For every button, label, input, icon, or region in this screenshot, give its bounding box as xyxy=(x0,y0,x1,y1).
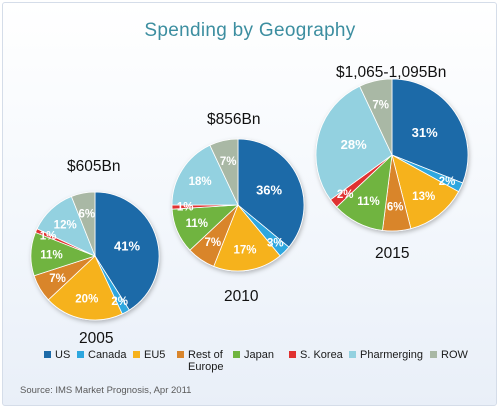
total-2010: $856Bn xyxy=(207,111,261,128)
slice-label-2010-us: 36% xyxy=(256,182,282,197)
legend-swatch-us xyxy=(44,351,51,358)
slice-2015-pharmerging xyxy=(315,85,393,201)
legend-swatch-pharmerging xyxy=(349,351,356,358)
slice-2010-pharmerging xyxy=(171,144,239,206)
slice-label-2005-pharmerging: 12% xyxy=(54,219,77,231)
legend-label-rest-of-europe: Rest of Europe xyxy=(188,349,224,373)
slice-label-2015-rest-of-europe: 6% xyxy=(387,202,404,214)
slice-label-2015-eu5: 13% xyxy=(412,191,435,203)
slice-2005-row xyxy=(70,191,96,257)
legend-swatch-canada xyxy=(77,351,84,358)
legend-item-japan: Japan xyxy=(233,349,274,361)
slice-label-2005-eu5: 20% xyxy=(75,294,98,306)
pie-2005 xyxy=(30,191,160,321)
slice-label-2015-japan: 11% xyxy=(357,196,379,208)
slice-label-2015-row: 7% xyxy=(372,100,389,112)
legend-label-eu5: EU5 xyxy=(144,349,166,361)
slice-label-2005-japan: 11% xyxy=(40,250,62,262)
slice-label-2010-pharmerging: 18% xyxy=(189,176,212,188)
legend-swatch-rest-of-europe xyxy=(177,351,184,358)
pie-2010 xyxy=(171,138,305,272)
slice-2010-row xyxy=(209,138,239,206)
slice-label-2005-us: 41% xyxy=(114,239,140,254)
legend-swatch-s-korea xyxy=(289,351,296,358)
year-2015: 2015 xyxy=(375,245,410,262)
slice-label-2005-s-korea: 1% xyxy=(40,231,57,243)
slice-2015-eu5 xyxy=(391,154,460,230)
slice-label-2010-eu5: 17% xyxy=(233,244,256,256)
legend-item-us: US xyxy=(44,349,70,361)
total-2005: $605Bn xyxy=(67,158,121,175)
pie-2015 xyxy=(315,78,469,232)
slice-label-2010-row: 7% xyxy=(220,156,237,168)
chart-title: Spending by Geography xyxy=(144,20,356,41)
legend-item-eu5: EU5 xyxy=(133,349,165,361)
legend-label-canada: Canada xyxy=(88,349,127,361)
year-2010: 2010 xyxy=(224,288,259,305)
slice-label-2005-canada: 2% xyxy=(111,296,128,308)
legend-label-us: US xyxy=(55,349,71,361)
slice-label-2015-s-korea: 2% xyxy=(337,189,354,201)
slice-label-2015-us: 31% xyxy=(412,125,438,140)
slice-2015-us xyxy=(391,78,469,184)
legend-label-japan: Japan xyxy=(244,349,274,361)
slice-2005-eu5 xyxy=(47,255,123,321)
slice-label-2010-rest-of-europe: 7% xyxy=(204,237,221,249)
slice-2015-row xyxy=(359,78,393,156)
total-2015: $1,065-1,095Bn xyxy=(336,64,447,81)
slice-label-2015-canada: 2% xyxy=(439,176,456,188)
year-2005: 2005 xyxy=(79,330,114,347)
slice-label-2005-rest-of-europe: 7% xyxy=(49,273,66,285)
slice-label-2010-canada: 3% xyxy=(267,237,284,249)
legend-swatch-japan xyxy=(233,351,240,358)
slice-label-2015-pharmerging: 28% xyxy=(341,137,367,152)
legend-item-pharmerging: Pharmerging xyxy=(349,349,423,361)
legend-label-s-korea: S. Korea xyxy=(300,349,343,361)
legend-swatch-row xyxy=(430,351,437,358)
slice-2010-us xyxy=(237,138,305,248)
legend-item-rest-of-europe: Rest of Europe xyxy=(177,349,232,373)
slice-2010-eu5 xyxy=(213,204,281,272)
legend-label-row: ROW xyxy=(441,349,468,361)
legend-swatch-eu5 xyxy=(133,351,140,358)
legend-item-row: ROW xyxy=(430,349,468,361)
slice-label-2005-row: 6% xyxy=(78,208,95,220)
legend-item-s-korea: S. Korea xyxy=(289,349,343,361)
legend-label-pharmerging: Pharmerging xyxy=(360,349,423,361)
source-note: Source: IMS Market Prognosis, Apr 2011 xyxy=(20,385,192,396)
legend-item-canada: Canada xyxy=(77,349,127,361)
slice-label-2010-s-korea: 1% xyxy=(177,202,194,214)
slice-label-2010-japan: 11% xyxy=(186,218,208,230)
